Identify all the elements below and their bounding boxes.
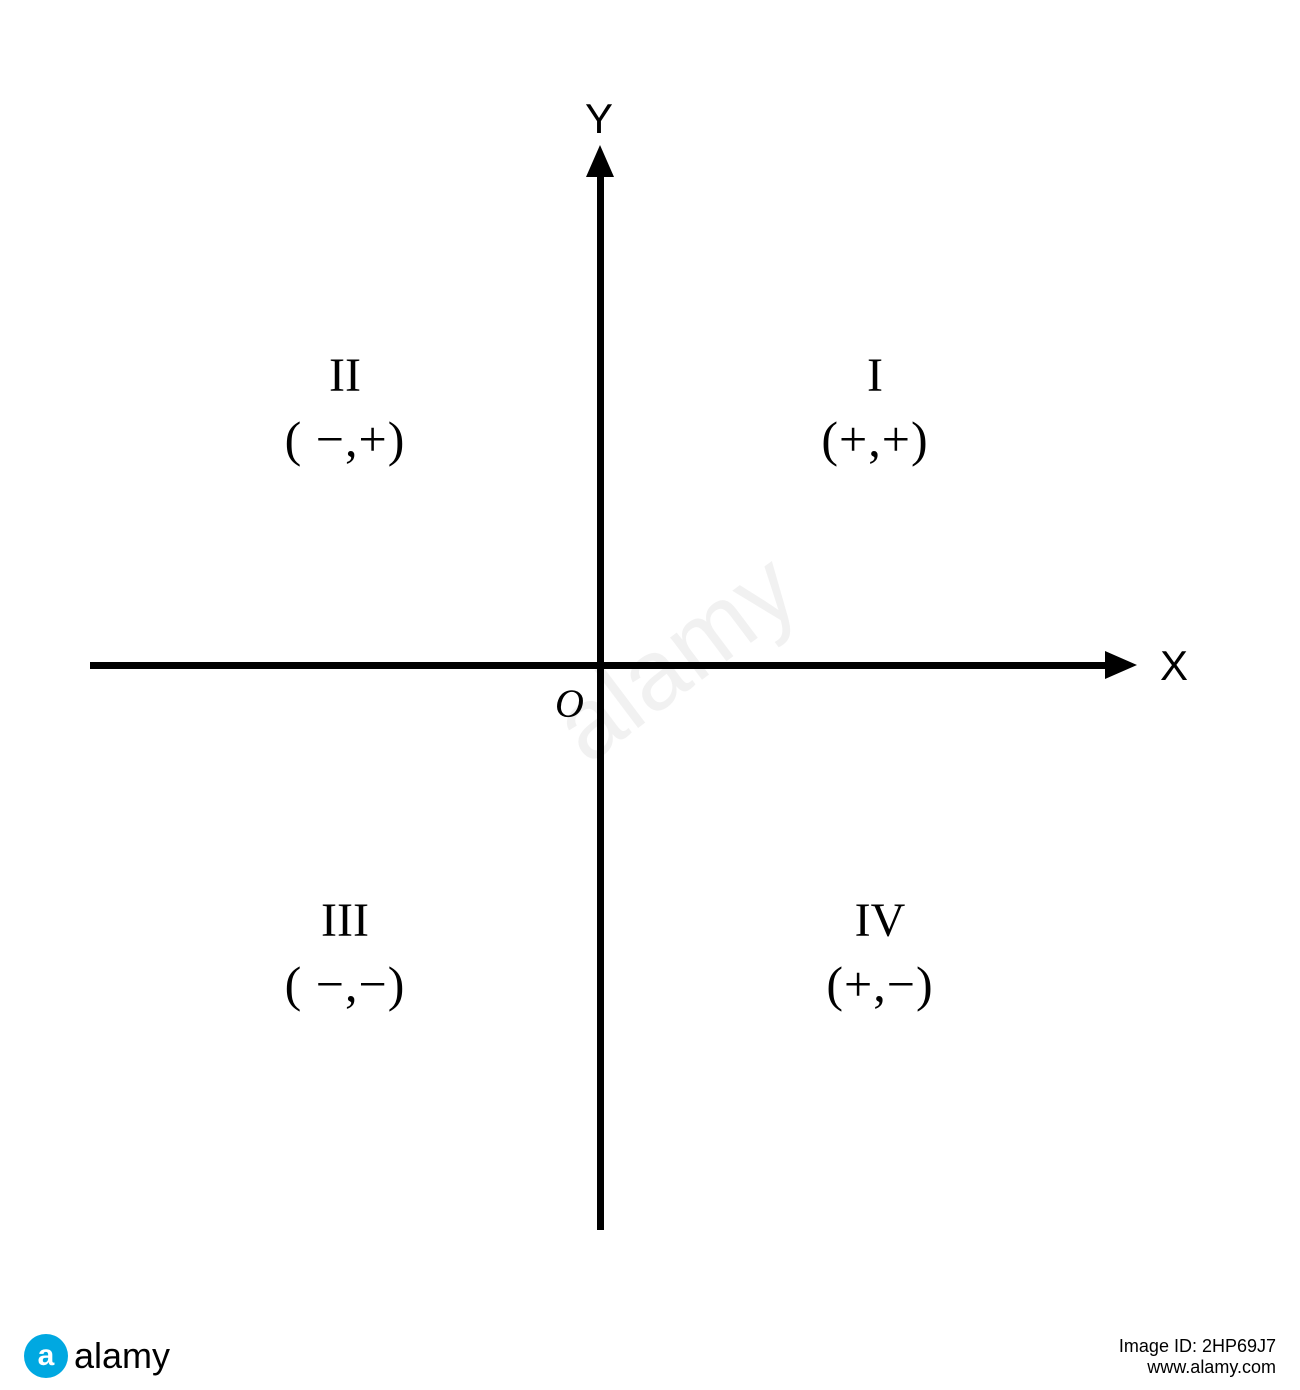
x-axis-line bbox=[90, 662, 1120, 669]
alamy-logo-mark: a bbox=[24, 1334, 68, 1378]
footer-bar: a alamy Image ID: 2HP69J7 www.alamy.com bbox=[0, 1300, 1300, 1390]
quadrant-2-roman: II bbox=[255, 345, 435, 407]
watermark: alamy bbox=[533, 530, 819, 785]
image-id-url: www.alamy.com bbox=[1119, 1357, 1276, 1378]
image-id-label: Image ID: 2HP69J7 bbox=[1119, 1336, 1276, 1357]
quadrant-4-signs: (+,−) bbox=[800, 952, 960, 1017]
quadrant-1-label: I (+,+) bbox=[800, 345, 950, 472]
quadrant-4-roman: IV bbox=[800, 890, 960, 952]
y-axis-label: Y bbox=[585, 95, 613, 143]
quadrant-2-signs: ( −,+) bbox=[255, 407, 435, 472]
y-axis-arrowhead bbox=[586, 145, 614, 177]
quadrant-1-signs: (+,+) bbox=[800, 407, 950, 472]
quadrant-3-signs: ( −,−) bbox=[255, 952, 435, 1017]
y-axis-line bbox=[597, 160, 604, 1230]
quadrant-1-roman: I bbox=[800, 345, 950, 407]
quadrant-3-label: III ( −,−) bbox=[255, 890, 435, 1017]
x-axis-arrowhead bbox=[1105, 651, 1137, 679]
quadrant-2-label: II ( −,+) bbox=[255, 345, 435, 472]
origin-label: O bbox=[555, 680, 584, 727]
alamy-brand-text: alamy bbox=[74, 1335, 170, 1377]
coordinate-plane-diagram: alamy X Y O I (+,+) II ( −,+) III ( −,−)… bbox=[0, 0, 1300, 1300]
quadrant-3-roman: III bbox=[255, 890, 435, 952]
image-id-block: Image ID: 2HP69J7 www.alamy.com bbox=[1119, 1336, 1276, 1378]
quadrant-4-label: IV (+,−) bbox=[800, 890, 960, 1017]
x-axis-label: X bbox=[1160, 642, 1188, 690]
alamy-logo: a alamy bbox=[24, 1334, 170, 1378]
